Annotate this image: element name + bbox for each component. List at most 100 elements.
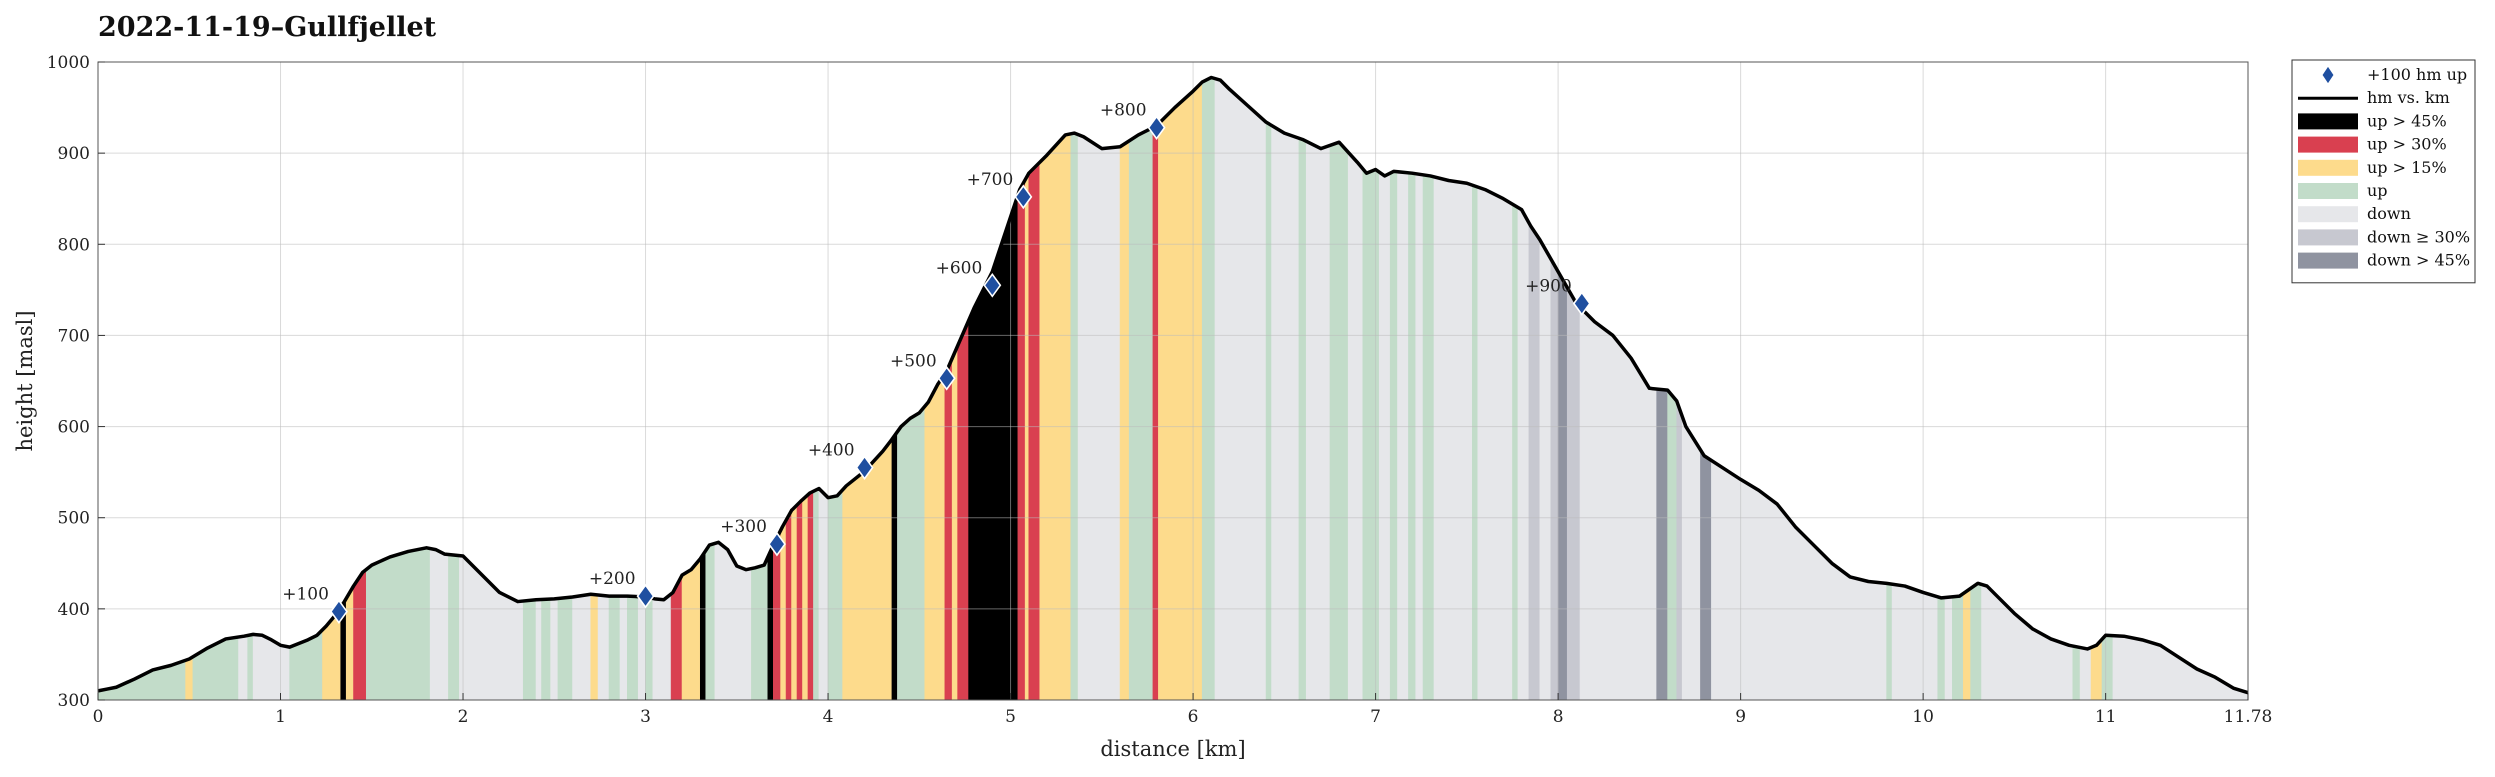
segment-up30-52 xyxy=(957,320,969,701)
segment-up-107 xyxy=(2101,634,2114,701)
hm-marker-3 xyxy=(855,455,874,480)
slope-segments xyxy=(97,77,2249,701)
segment-down-26 xyxy=(637,596,646,701)
legend-swatch-marker xyxy=(2321,65,2335,85)
segment-up-82 xyxy=(1512,203,1519,701)
segment-up-64 xyxy=(1201,77,1216,701)
y-tick-label-4: 700 xyxy=(58,326,90,346)
legend-swatch-down30 xyxy=(2298,229,2358,246)
legend-label-up30: up > 30% xyxy=(2367,135,2447,154)
segment-down-3 xyxy=(238,635,248,701)
segment-up-27 xyxy=(645,596,654,701)
legend-swatch-down45 xyxy=(2298,252,2358,269)
x-tick-label-11: 11 xyxy=(2095,707,2117,727)
segment-down45-90 xyxy=(1656,388,1668,701)
segment-up-23 xyxy=(608,595,621,701)
segment-down-14 xyxy=(459,555,524,701)
segment-up45-35 xyxy=(767,544,774,701)
legend-label-down: down xyxy=(2367,204,2411,223)
x-tick-label-7: 7 xyxy=(1370,707,1381,727)
x-tick-label-9: 9 xyxy=(1735,707,1746,727)
segment-down-97 xyxy=(1891,583,1939,701)
y-tick-label-2: 500 xyxy=(58,509,90,529)
segment-up-34 xyxy=(751,556,769,701)
hm-marker-label-8: +900 xyxy=(1525,277,1572,297)
legend-label-down45: down > 45% xyxy=(2367,251,2470,270)
segment-down-69 xyxy=(1305,140,1331,701)
segment-up30-42 xyxy=(807,490,814,701)
legend-swatch-down xyxy=(2298,206,2358,223)
y-tick-label-1: 400 xyxy=(58,600,90,620)
segment-up15-1 xyxy=(185,656,194,701)
segment-up-4 xyxy=(247,634,254,701)
hm-marker-label-3: +400 xyxy=(808,441,855,461)
hm-marker-label-0: +100 xyxy=(282,585,329,605)
chart-title: 2022-11-19–Gullfjellet xyxy=(98,12,437,43)
segment-down-24 xyxy=(619,595,628,701)
segment-down-108 xyxy=(2112,635,2249,701)
segment-down30-92 xyxy=(1676,400,1683,701)
segment-down-16 xyxy=(535,599,542,701)
segment-down-73 xyxy=(1378,171,1391,701)
x-tick-label-12: 11.78 xyxy=(2224,707,2273,727)
hm-marker-1 xyxy=(636,583,655,609)
segment-up-2 xyxy=(192,636,239,701)
segment-up15-57 xyxy=(1039,133,1072,701)
legend-swatch-up30 xyxy=(2298,136,2358,153)
segment-up-72 xyxy=(1362,167,1380,701)
segment-down-18 xyxy=(550,598,559,701)
segment-up15-46 xyxy=(842,438,893,701)
segment-up-32 xyxy=(705,543,716,701)
hm-marker-label-5: +600 xyxy=(936,258,983,278)
segment-down-93 xyxy=(1681,416,1701,701)
segment-up-70 xyxy=(1329,141,1349,701)
segment-up15-9 xyxy=(345,584,354,701)
segment-up-102 xyxy=(1970,583,1982,701)
y-tick-label-0: 300 xyxy=(58,691,90,711)
segment-up30-56 xyxy=(1028,161,1041,701)
x-tick-label-1: 1 xyxy=(275,707,286,727)
segment-up15-21 xyxy=(590,593,599,701)
x-tick-label-10: 10 xyxy=(1912,707,1934,727)
hm-marker-7 xyxy=(1147,115,1166,140)
segment-up-104 xyxy=(2072,645,2081,701)
segment-down-81 xyxy=(1477,186,1513,701)
segment-down-44 xyxy=(818,487,829,701)
segment-up15-63 xyxy=(1158,81,1203,701)
segment-up-25 xyxy=(626,595,639,701)
segment-up-68 xyxy=(1298,137,1307,701)
segment-up-43 xyxy=(813,488,820,701)
legend: +100 hm up hm vs. km up > 45% up > 30% up > … xyxy=(2291,59,2476,284)
x-tick-label-2: 2 xyxy=(458,707,469,727)
segment-down30-88 xyxy=(1566,286,1581,701)
hm-marker-0 xyxy=(329,599,348,624)
x-tick-label-3: 3 xyxy=(640,707,651,727)
segment-up15-30 xyxy=(681,557,701,701)
hm-marker-8 xyxy=(1572,291,1591,316)
segment-down-79 xyxy=(1433,176,1473,701)
segment-up-66 xyxy=(1265,121,1272,701)
hm-marker-label-2: +300 xyxy=(720,517,767,537)
segment-up15-55 xyxy=(1024,172,1030,701)
hm-marker-5 xyxy=(983,272,1002,298)
segment-up30-40 xyxy=(796,498,803,701)
segment-up30-50 xyxy=(944,358,953,701)
segment-up15-60 xyxy=(1119,140,1130,701)
x-axis-label: distance [km] xyxy=(1100,737,1245,761)
x-tick-label-0: 0 xyxy=(93,707,104,727)
segment-up15-39 xyxy=(791,504,798,701)
legend-label-down30: down ≥ 30% xyxy=(2367,227,2470,246)
segment-up15-49 xyxy=(924,372,946,701)
legend-swatch-up15 xyxy=(2298,159,2358,176)
segment-down-22 xyxy=(597,594,610,701)
segment-up-48 xyxy=(897,405,926,701)
segment-down30-86 xyxy=(1550,257,1559,701)
segment-up-45 xyxy=(827,489,843,701)
hm-marker-2 xyxy=(767,531,786,557)
y-tick-label-6: 900 xyxy=(58,144,90,164)
segment-down-89 xyxy=(1579,306,1657,701)
segment-up-17 xyxy=(541,598,551,701)
segment-up15-41 xyxy=(802,494,809,701)
height-profile-line xyxy=(97,75,2249,695)
